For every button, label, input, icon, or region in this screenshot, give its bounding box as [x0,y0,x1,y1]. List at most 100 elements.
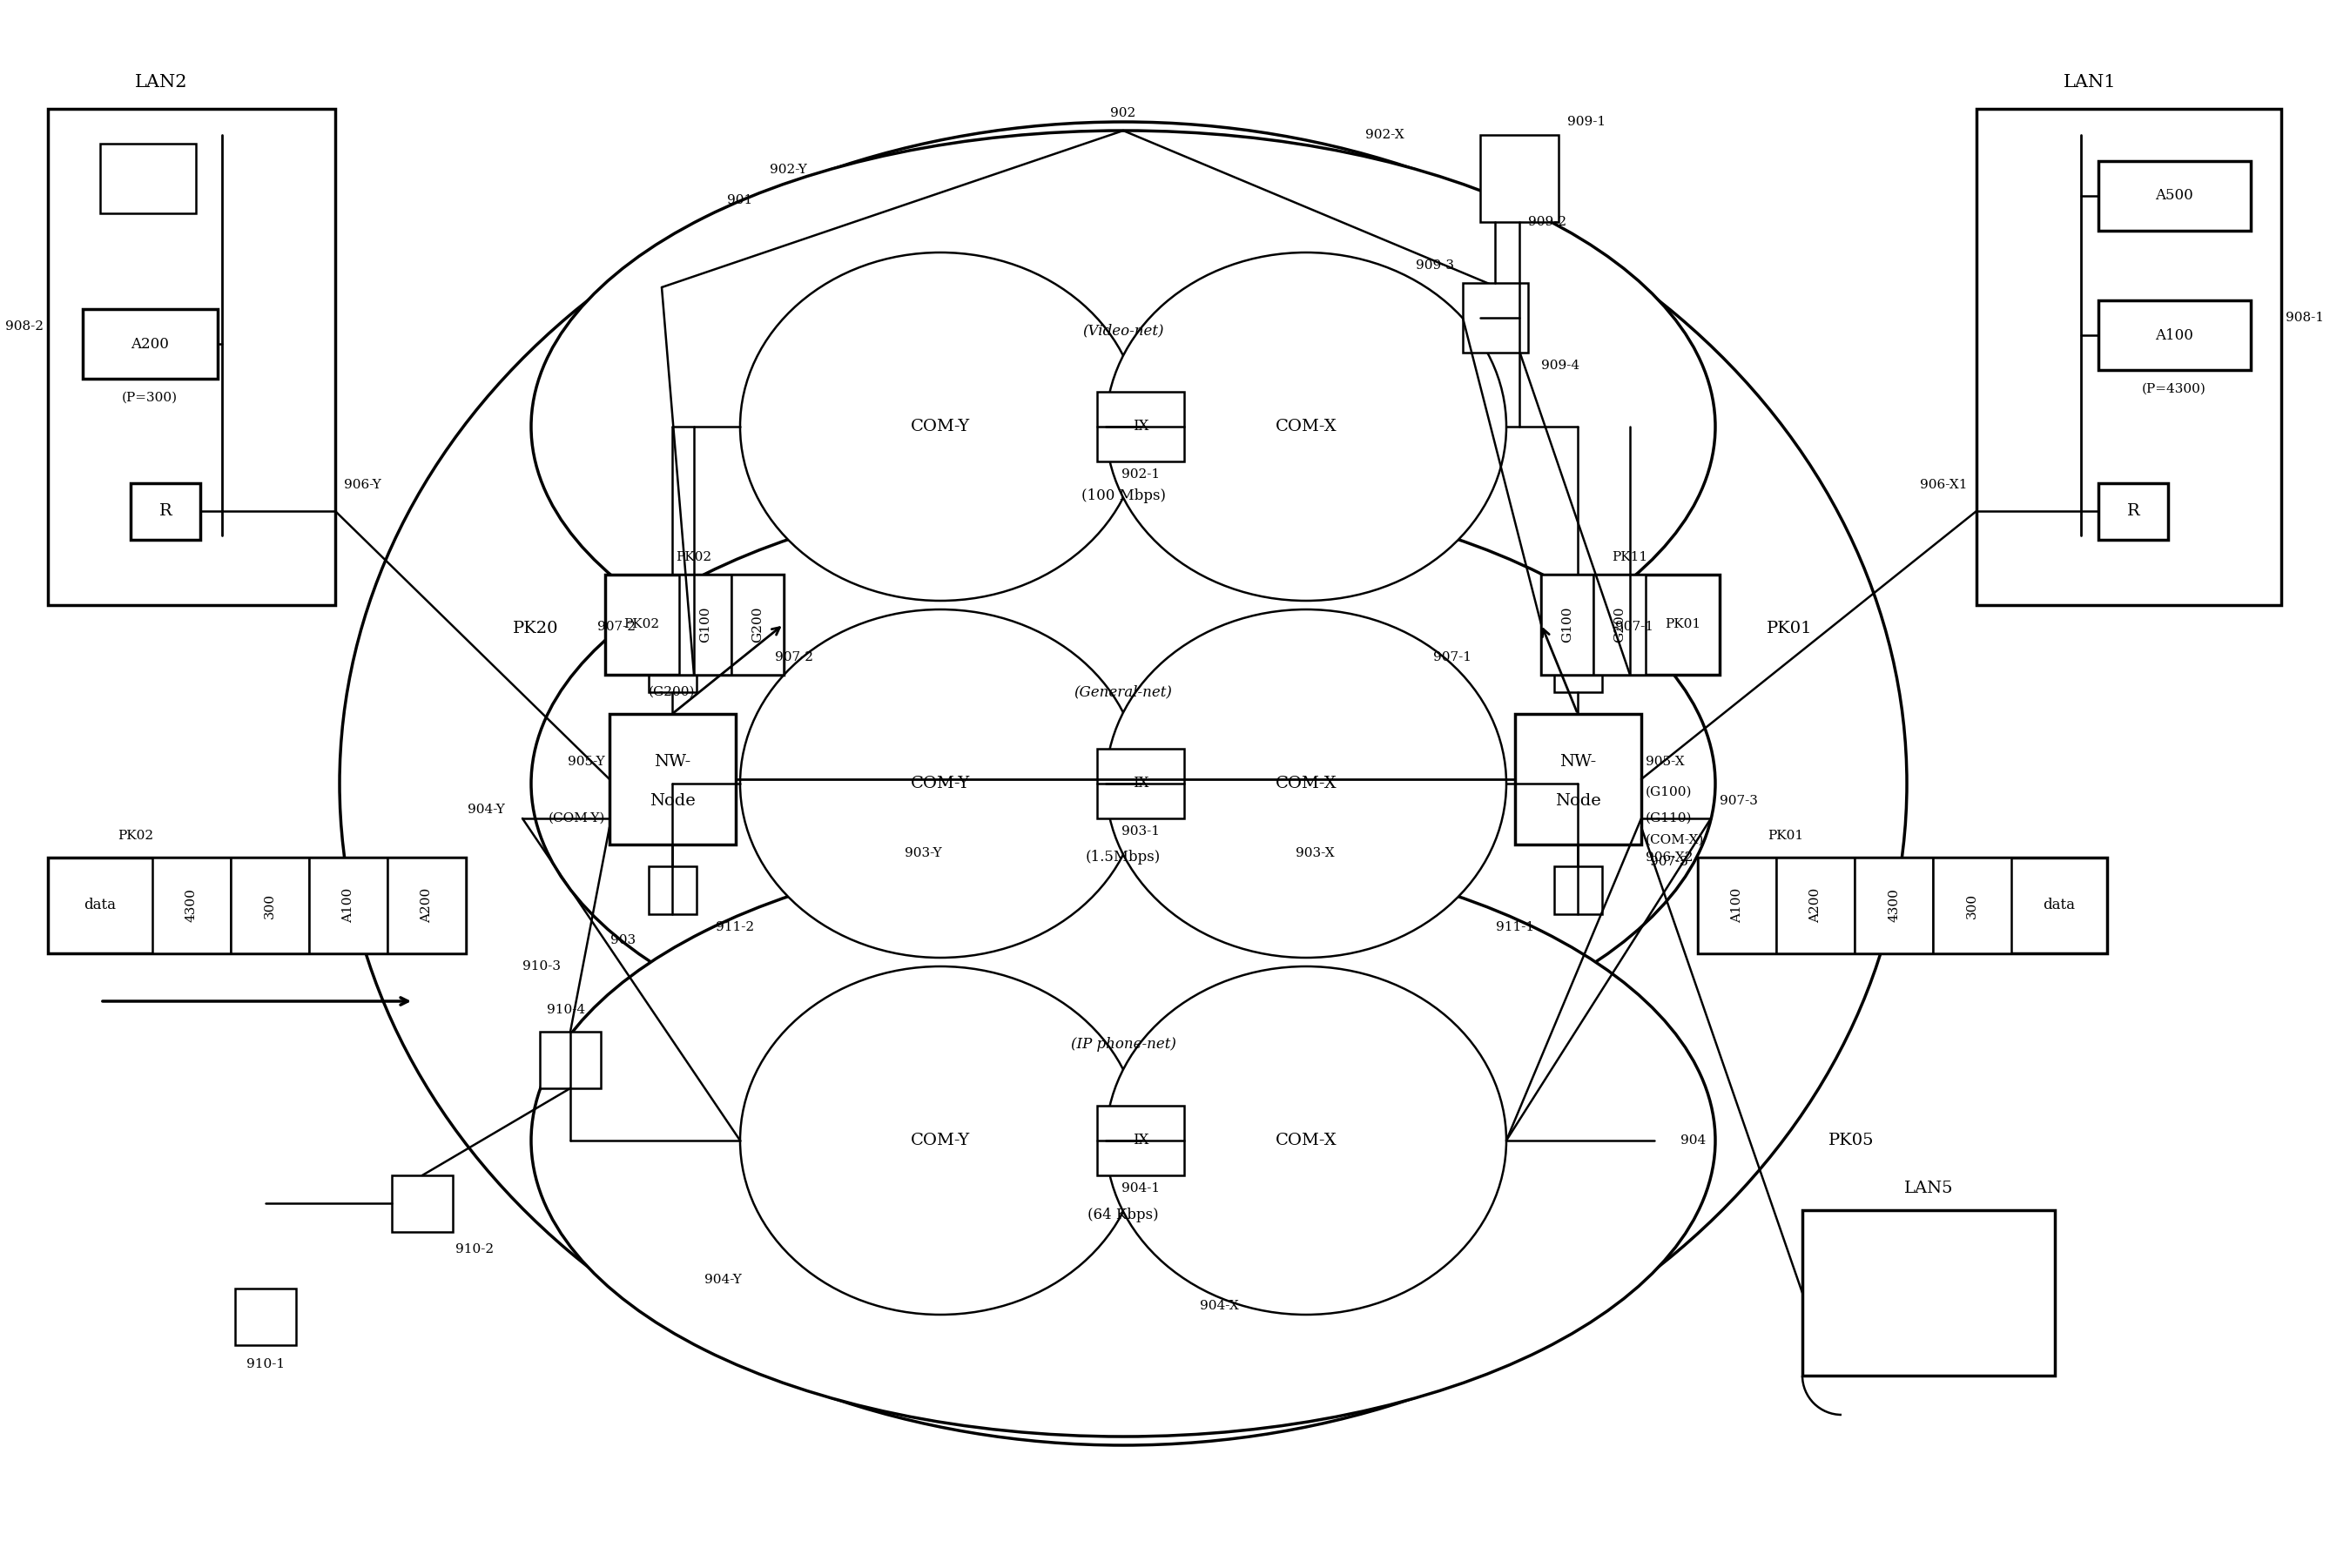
Text: PK02: PK02 [676,550,713,563]
Text: A100: A100 [343,887,354,924]
Text: 903-1: 903-1 [1121,825,1160,837]
Text: (100 Mbps): (100 Mbps) [1081,489,1165,503]
Bar [130,483,200,539]
Text: 907-1: 907-1 [1433,651,1473,663]
Text: IX: IX [1132,1134,1149,1148]
Text: 904-Y: 904-Y [468,803,506,815]
Text: 906-Y: 906-Y [345,478,382,491]
Text: NW-: NW- [655,754,690,770]
Text: PK20: PK20 [513,621,559,637]
Text: G100: G100 [1561,607,1573,643]
Text: PK01: PK01 [1666,618,1701,630]
Text: (G100): (G100) [1645,786,1692,798]
Text: 907-2: 907-2 [776,651,813,663]
Bar [648,866,697,914]
Ellipse shape [531,130,1715,723]
Text: 903: 903 [610,935,636,947]
Bar [1097,750,1184,818]
Text: 902-1: 902-1 [1121,469,1160,480]
Text: 906-X1: 906-X1 [1920,478,1969,491]
Ellipse shape [741,252,1142,601]
Text: 4300: 4300 [1887,889,1899,922]
Text: 903-X: 903-X [1295,847,1335,859]
Text: COM-Y: COM-Y [911,776,969,792]
Bar [541,1032,601,1088]
Text: 907-3: 907-3 [1720,795,1757,808]
Text: (IP phone-net): (IP phone-net) [1069,1038,1177,1052]
Text: 909-2: 909-2 [1528,216,1566,227]
Text: 906-X2: 906-X2 [1645,851,1694,864]
Ellipse shape [741,966,1142,1314]
Bar [1803,1210,2055,1375]
Text: 909-1: 909-1 [1568,116,1605,129]
Bar [1480,135,1559,223]
Text: 904: 904 [1680,1134,1706,1146]
Text: COM-X: COM-X [1275,776,1337,792]
Bar [2099,483,2167,539]
Ellipse shape [1107,966,1505,1314]
Text: R: R [158,503,172,519]
Text: (P=300): (P=300) [121,392,177,405]
Text: 904-1: 904-1 [1121,1182,1160,1195]
Text: 4300: 4300 [186,889,198,922]
Bar [1976,108,2281,605]
Bar [84,309,217,379]
Text: IX: IX [1132,776,1149,790]
Text: COM-X: COM-X [1275,1132,1337,1148]
Text: 907-3: 907-3 [1650,856,1689,869]
Text: G100: G100 [699,607,711,643]
Text: 905-X: 905-X [1645,756,1685,768]
Text: (G110): (G110) [1645,812,1692,825]
Text: Node: Node [1554,793,1601,809]
Text: 910-4: 910-4 [548,1004,585,1016]
Bar [1097,1105,1184,1176]
Bar [1540,574,1594,674]
Text: 910-1: 910-1 [247,1358,284,1370]
Text: A200: A200 [1810,887,1822,924]
Text: PK02: PK02 [117,829,154,842]
Text: G200: G200 [750,607,764,643]
Bar [1514,713,1640,845]
Text: PK05: PK05 [1829,1132,1873,1148]
Text: LAN5: LAN5 [1904,1181,1953,1196]
Bar [606,574,783,674]
Text: COM-Y: COM-Y [911,1132,969,1148]
Bar [1775,858,1855,953]
Bar [648,644,697,691]
Bar [1554,644,1603,691]
Bar [1699,858,2106,953]
Text: A100: A100 [1731,887,1743,924]
Bar [49,858,466,953]
Text: G200: G200 [1612,607,1626,643]
Text: 910-3: 910-3 [522,960,562,972]
Bar [610,713,736,845]
Bar [310,858,387,953]
Bar [151,858,231,953]
Text: 300: 300 [263,892,275,919]
Bar [1594,574,1645,674]
Bar [100,144,196,213]
Bar [231,858,310,953]
Text: 907-2: 907-2 [596,621,636,633]
Text: Node: Node [650,793,694,809]
Text: PK11: PK11 [1612,550,1647,563]
Text: (P=4300): (P=4300) [2141,383,2207,395]
Text: LAN2: LAN2 [135,74,189,91]
Ellipse shape [531,488,1715,1080]
Text: A200: A200 [419,887,433,924]
Text: (64 Kbps): (64 Kbps) [1088,1207,1158,1221]
Text: 911-1: 911-1 [1496,920,1533,933]
Text: 909-4: 909-4 [1540,359,1580,372]
Bar [391,1176,452,1232]
Bar [1097,392,1184,461]
Text: 909-3: 909-3 [1417,259,1454,271]
Bar [1554,866,1603,914]
Text: LAN1: LAN1 [2064,74,2116,91]
Text: 300: 300 [1967,892,1978,919]
Text: 911-2: 911-2 [715,920,755,933]
Text: A100: A100 [2155,328,2193,342]
Bar [49,108,336,605]
Text: PK02: PK02 [624,618,659,630]
Bar [1463,282,1528,353]
Text: (General-net): (General-net) [1074,685,1172,699]
